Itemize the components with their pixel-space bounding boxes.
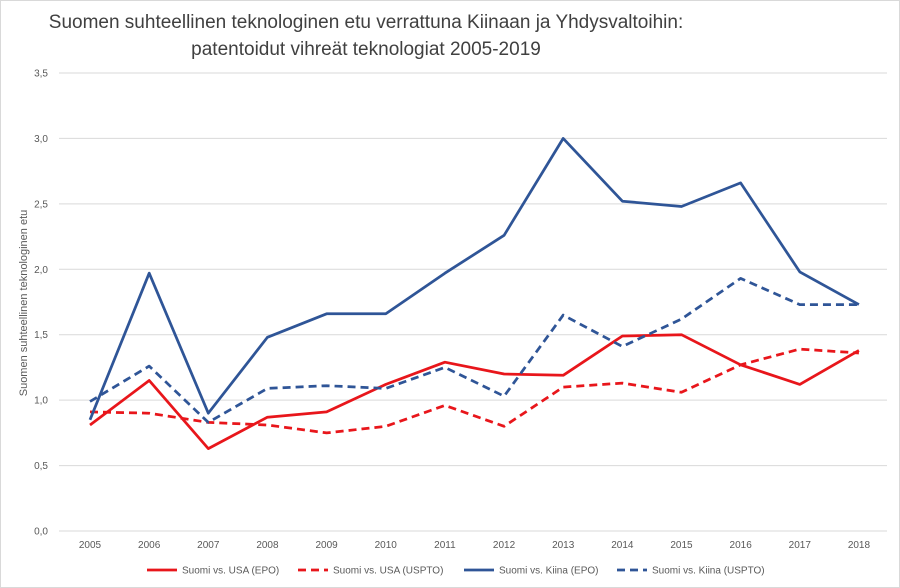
x-tick-label: 2013 (552, 540, 575, 551)
x-tick-label: 2009 (315, 540, 338, 551)
y-tick-label: 3,5 (34, 69, 48, 80)
y-tick-label: 1,5 (34, 330, 48, 341)
legend: Suomi vs. USA (EPO) Suomi vs. USA (USPTO)… (147, 566, 765, 577)
series-line-1 (89, 347, 859, 435)
x-tick-label: 2012 (493, 540, 516, 551)
y-tick-label: 0,0 (34, 527, 48, 538)
legend-label: Suomi vs. Kiina (USPTO) (652, 566, 765, 577)
x-tick-label: 2016 (730, 540, 753, 551)
x-tick-label: 2006 (138, 540, 161, 551)
gridlines (59, 72, 887, 532)
x-tick-label: 2010 (375, 540, 398, 551)
x-tick-label: 2008 (256, 540, 279, 551)
x-tick-label: 2018 (848, 540, 871, 551)
y-tick-label: 1,0 (34, 396, 48, 407)
x-tick-label: 2007 (197, 540, 220, 551)
series-line-0 (89, 333, 860, 450)
series-line-2 (88, 137, 860, 421)
y-tick-label: 2,5 (34, 199, 48, 210)
legend-label: Suomi vs. USA (USPTO) (333, 566, 443, 577)
chart-title-line-1: Suomen suhteellinen teknologinen etu ver… (48, 12, 684, 33)
x-tick-label: 2015 (670, 540, 693, 551)
legend-label: Suomi vs. Kiina (EPO) (499, 566, 598, 577)
legend-label: Suomi vs. USA (EPO) (182, 566, 279, 577)
y-axis-label: Suomen suhteellinen teknologinen etu (18, 210, 30, 397)
series-lines (88, 137, 860, 450)
y-tick-label: 3,0 (34, 134, 48, 145)
chart-title-line-2: patentoidut vihreät teknologiat 2005-201… (191, 39, 541, 60)
series-line-3 (89, 277, 859, 424)
y-tick-label: 0,5 (34, 461, 48, 472)
x-axis-ticks: 2005 2006 2007 2008 2009 2010 2011 2012 2013 2014… (79, 540, 871, 551)
x-tick-label: 2011 (434, 540, 456, 551)
y-axis-ticks: 0,0 0,5 1,0 1,5 2,0 2,5 3,0 3,5 (34, 69, 48, 538)
y-tick-label: 2,0 (34, 265, 48, 276)
x-tick-label: 2014 (611, 540, 634, 551)
x-tick-label: 2005 (79, 540, 102, 551)
x-tick-label: 2017 (789, 540, 812, 551)
